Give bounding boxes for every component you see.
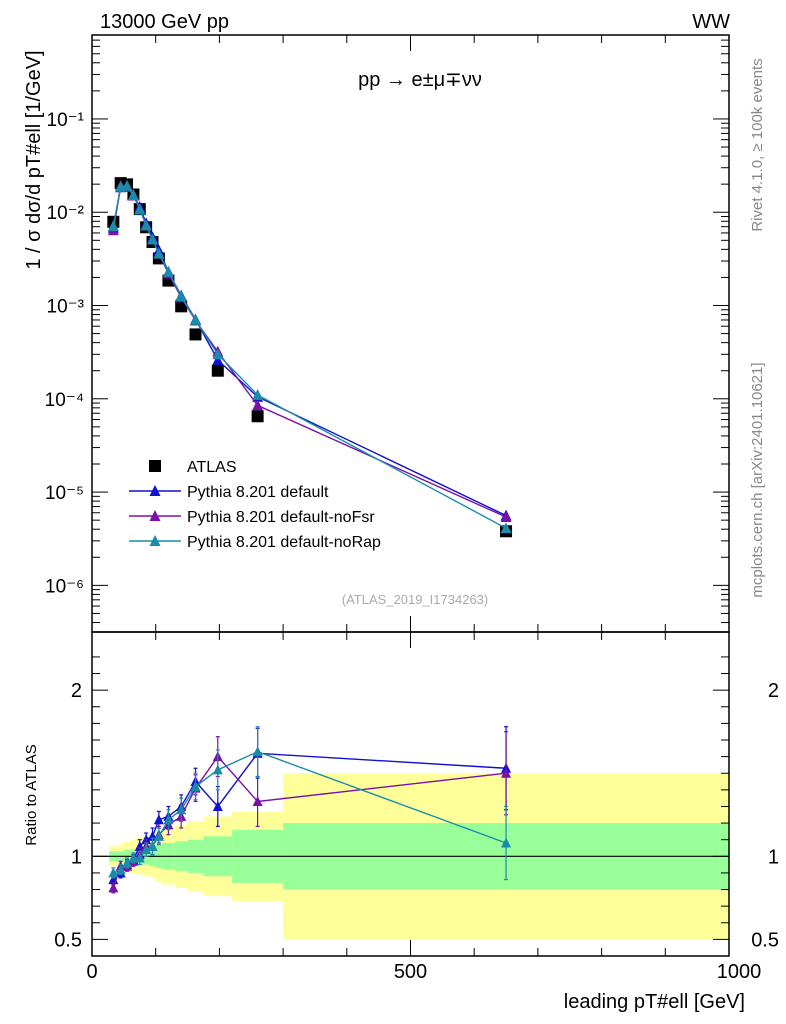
y-tick-label-main: 10⁻⁶ [45, 576, 84, 597]
series-1 [107, 180, 512, 521]
data-point [189, 328, 202, 341]
y-tick-label-ratio-right: 0.5 [751, 929, 779, 951]
x-tick-label: 500 [394, 961, 427, 983]
data-point [212, 354, 224, 366]
data-point [107, 220, 119, 232]
main-ylabel: 1 / σ dσ/d pT#ell [1/GeV] [23, 50, 45, 269]
legend-marker [149, 460, 161, 472]
y-tick-label-ratio-right: 1 [768, 846, 779, 868]
ratio-point [190, 781, 201, 792]
ratio-point [153, 830, 164, 841]
data-point [500, 511, 512, 522]
mcplots-label: mcplots.cern.ch [arXiv:2401.10621] [749, 362, 766, 597]
data-point [175, 290, 187, 302]
series-2 [107, 179, 512, 522]
ratio-point [212, 800, 223, 811]
ratio-point [147, 840, 158, 851]
data-point [211, 364, 224, 377]
series-3 [107, 179, 512, 534]
main-title: pp → e±μ∓νν [358, 69, 482, 91]
main-panel: 10⁻⁶ 10⁻⁵ 10⁻⁴ 10⁻³ 10⁻² 10⁻¹ [45, 35, 730, 632]
ratio-point [134, 840, 145, 851]
series-line [112, 185, 507, 517]
data-point [252, 388, 264, 400]
x-axis-label: leading pT#ell [GeV] [564, 991, 745, 1013]
data-point [153, 247, 165, 259]
ratio-point [122, 857, 133, 868]
legend-label: ATLAS [187, 459, 237, 476]
ratio-point [108, 867, 119, 878]
legend-marker [149, 510, 161, 521]
ratio-series-2 [108, 726, 512, 881]
ratio-point [501, 837, 512, 848]
legend-label: Pythia 8.201 default-noRap [187, 534, 381, 551]
ratio-point [153, 814, 164, 825]
ratio-point [128, 852, 139, 863]
ratio-point [134, 852, 145, 863]
ratio-ylabel: Ratio to ATLAS [23, 744, 40, 845]
data-point [190, 314, 202, 325]
ratio-point [501, 767, 512, 778]
data-point [127, 189, 139, 200]
data-point [212, 348, 224, 360]
data-point [121, 179, 133, 191]
y-tick-label-ratio-left: 1 [71, 846, 82, 868]
watermark: (ATLAS_2019_I1734263) [342, 592, 488, 607]
process-tag: WW [692, 11, 730, 33]
ratio-point [115, 864, 126, 875]
y-tick-label-main: 10⁻⁴ [45, 390, 84, 411]
data-point [134, 203, 146, 215]
data-point [147, 233, 159, 245]
legend-marker [149, 485, 161, 496]
data-point [162, 265, 174, 277]
data-point [252, 399, 264, 411]
series-line [112, 185, 507, 518]
ratio-panel: 0.5 0.5 1 1 2 2 0 500 1000 [54, 632, 779, 983]
ratio-point [212, 764, 223, 775]
energy-label: 13000 GeV pp [100, 11, 229, 33]
y-tick-label-main: 10⁻² [47, 203, 85, 224]
data-point [251, 410, 264, 423]
ratio-point [141, 844, 152, 855]
ratio-point [163, 814, 174, 825]
data-point [500, 522, 512, 534]
legend-label: Pythia 8.201 default-noFsr [187, 509, 375, 526]
ratio-point [252, 795, 263, 806]
y-tick-label-ratio-left: 0.5 [54, 929, 82, 951]
ratio-point [176, 804, 187, 815]
x-tick-label: 0 [86, 961, 97, 983]
legend-marker [149, 535, 161, 546]
ratio-point [108, 882, 119, 893]
y-tick-label-main: 10⁻⁵ [45, 483, 84, 504]
series-line [112, 185, 507, 529]
ratio-frame [91, 631, 730, 957]
x-tick-label: 1000 [717, 961, 762, 983]
legend-label: Pythia 8.201 default [187, 484, 329, 501]
legend: ATLAS Pythia 8.201 default Pythia 8.201 de… [129, 459, 381, 551]
rivet-label: Rivet 4.1.0, ≥ 100k events [749, 58, 766, 231]
ratio-point [252, 746, 263, 757]
y-tick-label-main: 10⁻¹ [47, 110, 85, 131]
y-tick-label-main: 10⁻³ [47, 297, 85, 318]
y-tick-label-ratio-right: 2 [768, 680, 779, 702]
y-tick-label-ratio-left: 2 [71, 680, 82, 702]
data-point [140, 219, 152, 231]
